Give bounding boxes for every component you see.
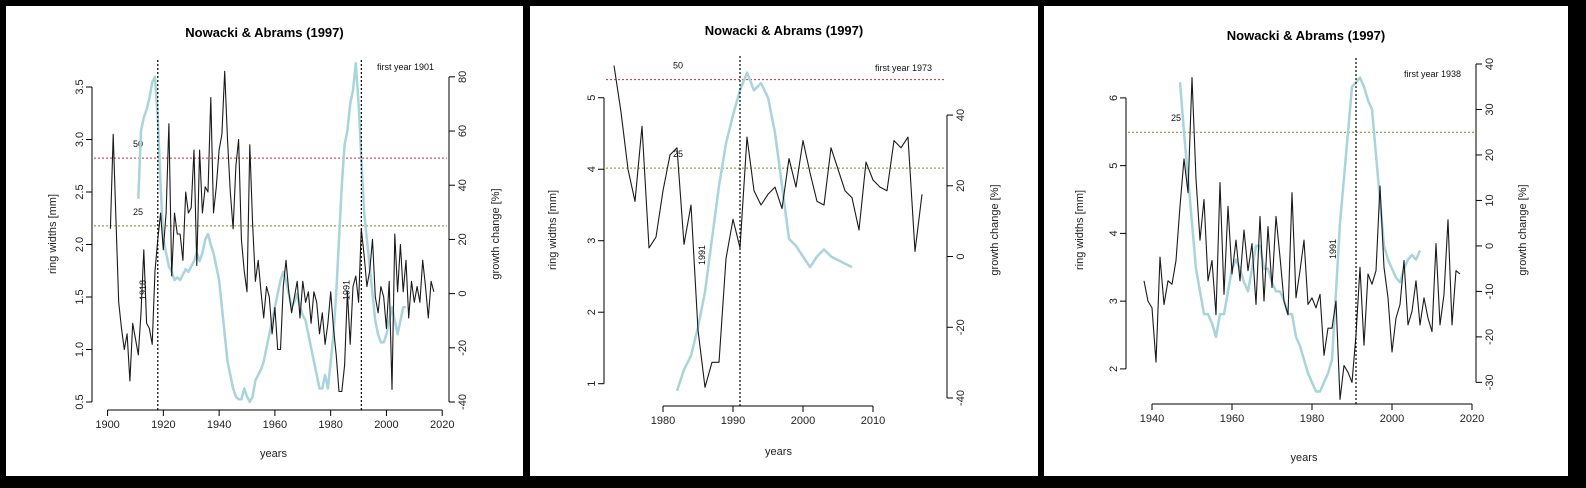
threshold-label-50: 50 [673,61,683,71]
y2-tick-label: 40 [955,109,967,121]
y2-tick-label: -20 [955,319,967,335]
y-axis-title: ring widths [mm] [1074,190,1086,270]
y2-tick-label: 60 [457,125,469,137]
x-tick-label: 1940 [207,419,231,431]
y2-tick-label: 0 [955,253,967,259]
chart-title: Nowacki & Abrams (1997) [1227,28,1385,43]
y-tick-label: 4 [1108,230,1120,236]
y-tick-label: 3 [586,238,598,244]
y2-tick-label: 20 [1484,149,1496,161]
x-tick-label: 2000 [374,419,398,431]
x-tick-label: 2000 [791,415,815,427]
chart-panel-2: Nowacki & Abrams (1997) 1 2 3 4 5 -40 -20 0 20 40 1… [530,6,1038,476]
y-axis-title: ring widths [mm] [547,190,559,270]
x-tick-label: 1980 [651,415,675,427]
x-tick-label: 1900 [95,419,119,431]
y-tick-label: 2.0 [74,237,86,252]
y-tick-label: 5 [1108,163,1120,169]
x-tick-label: 2010 [861,415,885,427]
x-tick-label: 2000 [1380,413,1404,425]
y2-tick-label: -40 [955,390,967,406]
x-tick-label: 1960 [1220,413,1244,425]
chart-title: Nowacki & Abrams (1997) [705,23,863,38]
y-tick-label: 2.5 [74,184,86,199]
y-tick-label: 1.0 [74,342,86,357]
y2-tick-label: -20 [457,340,469,356]
y2-tick-label: 20 [457,233,469,245]
x-tick-label: 1980 [318,419,342,431]
y2-tick-label: 80 [457,71,469,83]
chart-svg: Nowacki & Abrams (1997) 2 3 4 5 6 -30 -20 -10 0 10… [1074,28,1529,464]
y-tick-label: 0.5 [74,394,86,409]
chart-panel-3: Nowacki & Abrams (1997) 2 3 4 5 6 -30 -20 -10 0 10… [1044,6,1568,476]
threshold-label-50: 50 [133,139,143,149]
ring-width-line [109,70,435,393]
y2-tick-label: 40 [1484,58,1496,70]
y-tick-label: 3.5 [74,79,86,94]
release-year-label: 1918 [138,280,148,300]
x-tick-label: 2020 [430,419,454,431]
y-tick-label: 2 [1108,366,1120,372]
x-tick-label: 1960 [263,419,287,431]
y-tick-label: 4 [586,166,598,172]
ring-width-line [613,65,923,388]
first-year-label: first year 1973 [875,63,932,73]
growth-change-line [137,62,406,404]
y2-tick-label: 20 [955,180,967,192]
release-year-label: 1991 [1328,239,1338,259]
threshold-label-25: 25 [1171,113,1181,123]
y2-tick-label: 40 [457,179,469,191]
x-axis-title: years [765,446,792,458]
y2-tick-label: 0 [457,291,469,297]
y2-tick-label: 0 [1484,243,1496,249]
x-tick-label: 1980 [1300,413,1324,425]
y2-tick-label: -30 [1484,374,1496,390]
y-tick-label: 1 [586,381,598,387]
y-axis-title: ring widths [mm] [47,194,59,274]
first-year-label: first year 1938 [1404,69,1461,79]
growth-change-line [1178,76,1422,393]
chart-svg: Nowacki & Abrams (1997) 1 2 3 4 5 -40 -20 0 20 40 1… [547,23,1001,458]
first-year-label: first year 1901 [377,62,434,72]
y2-tick-label: 10 [1484,194,1496,206]
ring-width-line [1143,77,1461,400]
x-axis-title: years [260,448,287,460]
x-tick-label: 1920 [151,419,175,431]
y2-axis-title: growth change [%] [1517,184,1529,275]
y-tick-label: 3.0 [74,132,86,147]
growth-change-line [675,71,853,392]
y2-axis-title: growth change [%] [490,188,502,279]
y2-axis-title: growth change [%] [989,184,1001,275]
release-year-label: 1991 [697,245,707,265]
y2-tick-label: 30 [1484,103,1496,115]
chart-panel-1: Nowacki & Abrams (1997) 0.5 1.0 1.5 2.0 2.5 3.… [6,6,523,476]
threshold-label-25: 25 [133,207,143,217]
x-axis-title: years [1291,452,1318,464]
chart-svg: Nowacki & Abrams (1997) 0.5 1.0 1.5 2.0 2.5 3.… [47,25,502,460]
y-tick-label: 6 [1108,95,1120,101]
y2-tick-label: -10 [1484,283,1496,299]
x-tick-label: 1940 [1140,413,1164,425]
y-tick-label: 5 [586,95,598,101]
release-year-label: 1991 [341,280,351,300]
y2-tick-label: -20 [1484,329,1496,345]
y2-tick-label: -40 [457,394,469,410]
y-tick-label: 1.5 [74,289,86,304]
x-tick-label: 2020 [1460,413,1484,425]
x-tick-label: 1990 [721,415,745,427]
y-tick-label: 2 [586,309,598,315]
chart-title: Nowacki & Abrams (1997) [185,25,343,40]
y-tick-label: 3 [1108,298,1120,304]
